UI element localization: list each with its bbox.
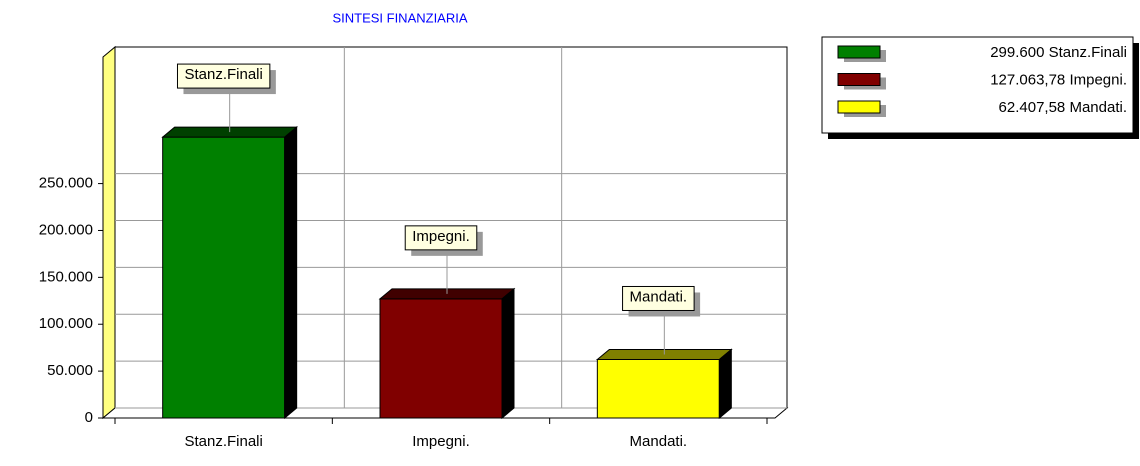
label-box (404, 225, 478, 251)
bar (595, 348, 733, 420)
y-tick-label: 100.000 (39, 315, 93, 332)
point-label: Stanz.Finali (184, 66, 262, 83)
legend-swatch (837, 45, 881, 59)
y-tick-label: 50.000 (47, 362, 93, 379)
legend-name: Mandati. (1069, 99, 1127, 116)
bar-front (162, 136, 286, 419)
legend-name: Impegni. (1069, 71, 1127, 88)
chart-title: SINTESI FINANZIARIA (332, 10, 467, 25)
bar-front (379, 298, 503, 419)
y-tick-label: 0 (85, 409, 93, 426)
x-tick-label: Mandati. (630, 433, 688, 450)
label-box (176, 63, 271, 89)
legend-value: 62.407,58 (999, 99, 1066, 116)
bar-front (596, 358, 720, 419)
bar (161, 126, 299, 420)
legend-swatch (837, 73, 881, 86)
legend-value: 127.063,78 (990, 71, 1065, 88)
y-tick-label: 200.000 (39, 221, 93, 238)
left-wall (102, 45, 116, 420)
x-tick-label: Impegni. (412, 433, 470, 450)
legend-label: 127.063,78 Impegni. (990, 71, 1127, 88)
point-label: Impegni. (412, 228, 470, 245)
bar (378, 287, 516, 420)
legend-label: 62.407,58 Mandati. (999, 99, 1127, 116)
bar-side (718, 348, 732, 420)
point-label: Mandati. (630, 288, 688, 305)
legend-value: 299.600 (990, 44, 1044, 61)
legend-name: Stanz.Finali (1049, 44, 1127, 61)
y-tick-label: 150.000 (39, 268, 93, 285)
bar-side (284, 126, 298, 420)
bar-side (501, 287, 515, 420)
x-tick-label: Stanz.Finali (184, 433, 262, 450)
label-box (622, 285, 695, 311)
legend-swatch (837, 100, 881, 114)
legend-label: 299.600 Stanz.Finali (990, 44, 1127, 61)
y-tick-label: 250.000 (39, 175, 93, 192)
